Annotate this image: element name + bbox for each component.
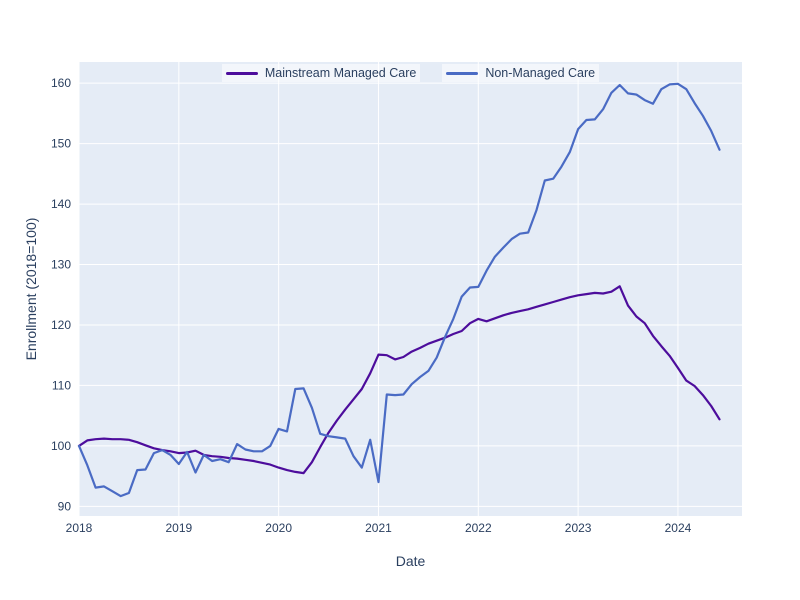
y-tick-label: 140 <box>51 197 71 211</box>
y-tick-label: 90 <box>58 499 72 513</box>
y-tick-label: 120 <box>51 318 71 332</box>
x-tick-label: 2020 <box>265 521 292 535</box>
plot-area <box>79 62 742 516</box>
series-line-nonmanaged[interactable] <box>77 82 721 498</box>
x-tick-label: 2021 <box>365 521 392 535</box>
y-tick-label: 150 <box>51 137 71 151</box>
y-axis-title: Enrollment (2018=100) <box>23 218 39 361</box>
y-tick-label: 130 <box>51 258 71 272</box>
x-tick-label: 2022 <box>465 521 492 535</box>
x-tick-label: 2023 <box>565 521 592 535</box>
y-tick-label: 110 <box>52 378 71 392</box>
x-axis-title: Date <box>396 553 426 569</box>
x-tick-label: 2024 <box>665 521 692 535</box>
y-tick-label: 100 <box>51 439 71 453</box>
x-tick-label: 2019 <box>165 521 192 535</box>
y-tick-label: 160 <box>51 76 71 90</box>
x-tick-label: 2018 <box>66 521 93 535</box>
